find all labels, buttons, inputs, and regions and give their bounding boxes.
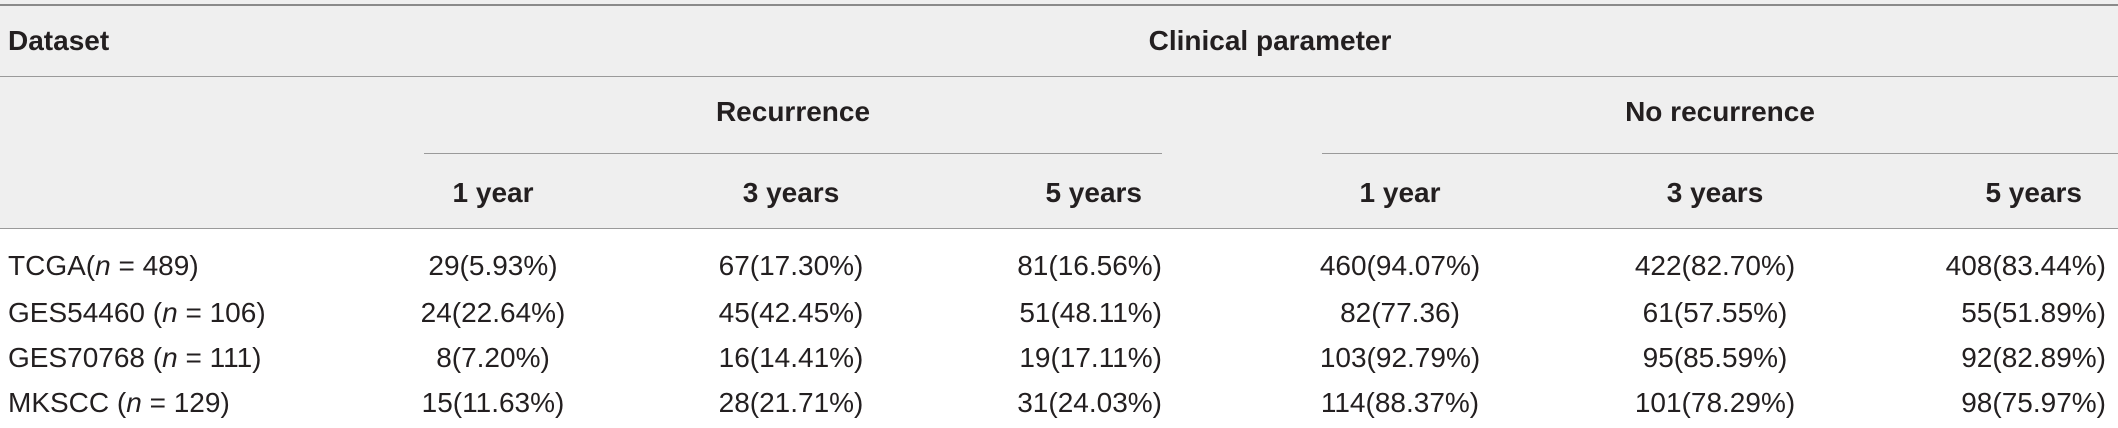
column-header-no-recurrence-5-years: 5 years xyxy=(1985,177,2082,208)
column-header-recurrence-5-years: 5 years xyxy=(1045,177,1142,208)
table-cell: 422(82.70%) xyxy=(1634,250,1796,281)
table-cell: 460(94.07%) xyxy=(1319,250,1481,281)
table-cell: 55(51.89%) xyxy=(1961,297,2106,328)
n-symbol: n xyxy=(162,297,178,328)
header-divider xyxy=(0,76,2118,77)
column-header-dataset: Dataset xyxy=(8,25,110,56)
table-cell: 95(85.59%) xyxy=(1642,342,1788,373)
table-cell: 61(57.55%) xyxy=(1642,297,1788,328)
column-header-recurrence-3-years: 3 years xyxy=(742,177,840,208)
column-header-no-recurrence-1-year: 1 year xyxy=(1359,177,1441,208)
table-cell: 92(82.89%) xyxy=(1961,342,2106,373)
table-cell: 16(14.41%) xyxy=(718,342,864,373)
table-cell: 67(17.30%) xyxy=(718,250,864,281)
sample-size: = 111) xyxy=(177,342,262,373)
table-cell: 24(22.64%) xyxy=(420,297,566,328)
table-cell: 29(5.93%) xyxy=(428,250,558,281)
dataset-name: TCGA( xyxy=(8,250,96,281)
column-header-recurrence-1-year: 1 year xyxy=(452,177,534,208)
table-cell: 28(21.71%) xyxy=(718,387,864,418)
table-cell: 408(83.44%) xyxy=(1945,250,2106,281)
table-cell: 101(78.29%) xyxy=(1634,387,1796,418)
sample-size: = 489) xyxy=(110,250,199,281)
dataset-name: MKSCC ( xyxy=(8,387,127,418)
table-cell: 31(24.03%) xyxy=(1017,387,1162,418)
table-row-label: GES70768 (n = 111) xyxy=(8,341,261,375)
table-row-label: GES54460 (n = 106) xyxy=(8,296,266,330)
top-rule xyxy=(0,4,2118,6)
table-cell: 82(77.36) xyxy=(1340,297,1460,328)
sample-size: = 129) xyxy=(141,387,230,418)
sample-size: = 106) xyxy=(177,297,266,328)
table-header-background xyxy=(0,0,2118,228)
group-header-recurrence: Recurrence xyxy=(715,96,871,127)
column-header-no-recurrence-3-years: 3 years xyxy=(1666,177,1764,208)
header-bottom-rule xyxy=(0,228,2118,229)
table-cell: 98(75.97%) xyxy=(1961,387,2106,418)
table-row-label: TCGA(n = 489) xyxy=(8,249,199,283)
table-row-label: MKSCC (n = 129) xyxy=(8,386,230,420)
dataset-name: GES70768 ( xyxy=(8,342,163,373)
table-cell: 8(7.20%) xyxy=(436,342,550,373)
table-cell: 114(88.37%) xyxy=(1320,387,1480,418)
table-cell: 51(48.11%) xyxy=(1019,297,1162,328)
column-header-clinical-parameter: Clinical parameter xyxy=(1148,25,1392,56)
table-cell: 45(42.45%) xyxy=(718,297,864,328)
dataset-name: GES54460 ( xyxy=(8,297,163,328)
n-symbol: n xyxy=(95,250,111,281)
no-recurrence-underline xyxy=(1322,153,2118,154)
table-cell: 15(11.63%) xyxy=(421,387,565,418)
table-cell: 19(17.11%) xyxy=(1019,342,1162,373)
recurrence-underline xyxy=(424,153,1162,154)
table-cell: 103(92.79%) xyxy=(1319,342,1481,373)
n-symbol: n xyxy=(162,342,178,373)
group-header-no-recurrence: No recurrence xyxy=(1625,96,1815,127)
table-cell: 81(16.56%) xyxy=(1017,250,1162,281)
n-symbol: n xyxy=(126,387,142,418)
